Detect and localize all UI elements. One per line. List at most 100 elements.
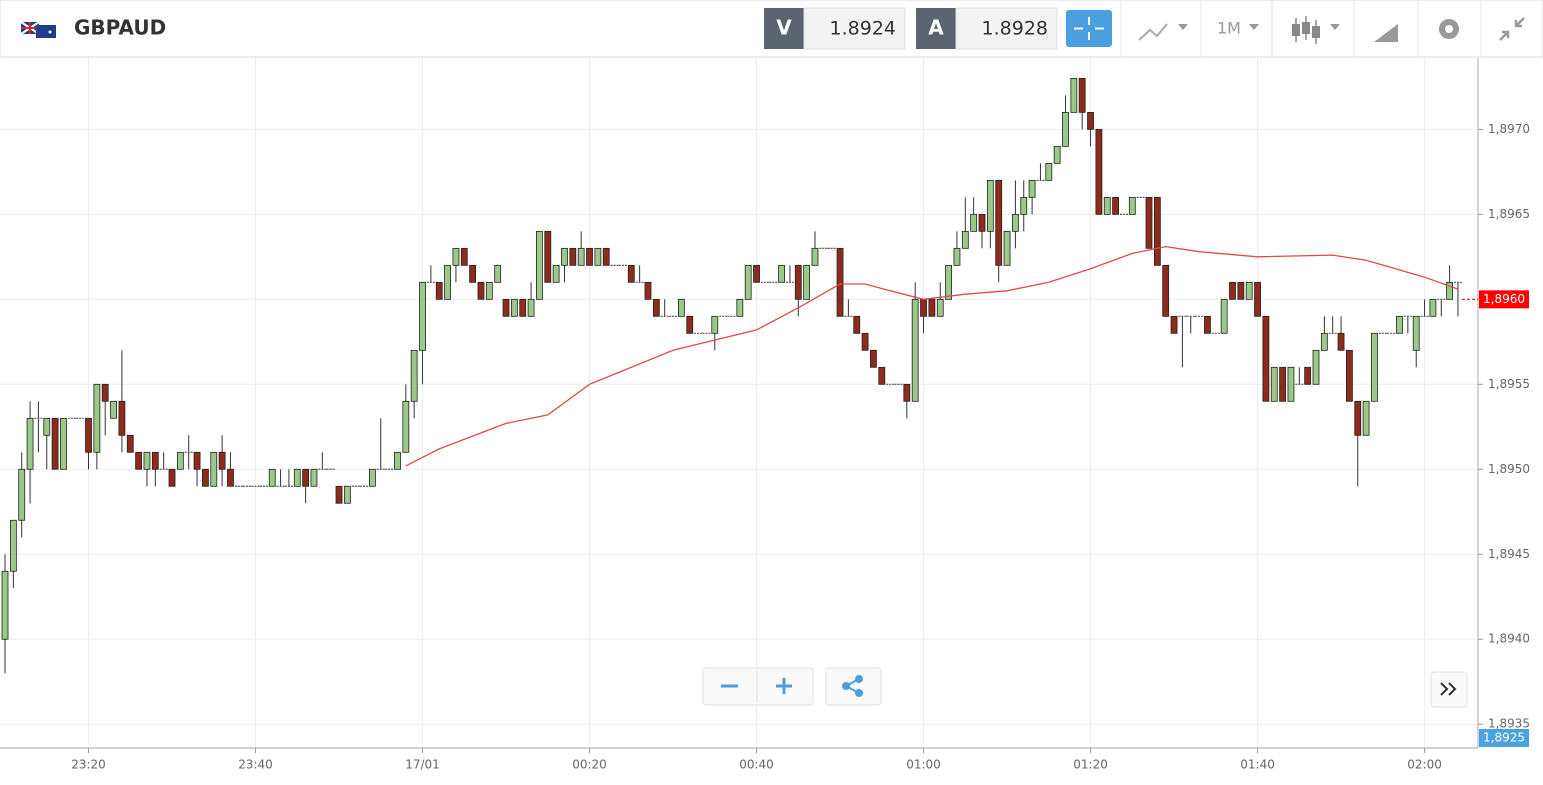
candle-body (1220, 298, 1228, 334)
candle-body (93, 383, 101, 453)
candle-body (1, 570, 9, 640)
candle-body (1304, 366, 1312, 385)
candle-body (1112, 196, 1119, 215)
candle-body (293, 468, 301, 487)
candle-body (202, 468, 209, 487)
y-tick-label: 1,8970 (1488, 122, 1530, 136)
candle-body (953, 247, 961, 266)
candle-body (460, 247, 468, 266)
candle-body (1262, 315, 1270, 402)
candle-body (1312, 349, 1320, 385)
sell-price: 1.8924 (830, 18, 896, 40)
candle-body (135, 451, 143, 470)
flag-au-star (48, 30, 52, 34)
x-tick-label: 23:20 (71, 758, 106, 772)
candle-body (1346, 349, 1353, 402)
candle-body (586, 247, 593, 266)
candle-body (995, 179, 1003, 266)
candle-body (1446, 281, 1454, 300)
candle-body (861, 332, 869, 351)
toolbar-divider (1120, 0, 1482, 57)
timeframe[interactable]: 1M (1217, 19, 1241, 38)
candles-icon (1302, 22, 1310, 34)
candle-body (1070, 77, 1078, 113)
candle-body (394, 451, 401, 470)
candle-body (510, 298, 518, 317)
candle-body (544, 230, 552, 283)
candle-body (1354, 400, 1362, 436)
candle-body (18, 468, 26, 521)
candle-body (878, 366, 886, 385)
candle-body (794, 264, 802, 300)
candle-body (126, 434, 134, 453)
candle-body (1237, 281, 1245, 300)
share-button[interactable] (825, 667, 882, 706)
candle-body (110, 400, 117, 419)
x-tick-label: 00:40 (739, 758, 774, 772)
candle-body (419, 281, 426, 351)
buy-label: A (928, 16, 944, 40)
candle-body (744, 264, 752, 300)
candle-body (1020, 196, 1028, 215)
sell-price-box[interactable] (803, 7, 906, 50)
candle-body (302, 468, 310, 487)
candle-body (1362, 400, 1370, 436)
buy-price-box[interactable] (955, 7, 1058, 50)
candle-body (577, 247, 585, 266)
candle-body (961, 230, 969, 249)
candle-body (1153, 196, 1161, 266)
candle-body (502, 298, 510, 317)
candle-body (853, 315, 861, 334)
candle-body (1103, 196, 1111, 215)
x-tick-label: 02:00 (1407, 758, 1442, 772)
candle-body (677, 298, 685, 317)
chart-type-icon[interactable] (1138, 23, 1168, 41)
candle-body (1095, 128, 1103, 215)
buy-price: 1.8928 (982, 18, 1048, 40)
candle-body (920, 298, 927, 317)
candle-body (444, 264, 451, 300)
sell-button[interactable] (764, 8, 804, 49)
candle-body (410, 349, 418, 402)
x-tick-label: 01:00 (906, 758, 941, 772)
candle-body (1254, 281, 1261, 317)
candle-body (402, 400, 410, 453)
crosshair-icon (1074, 17, 1104, 40)
candle-body (210, 451, 218, 487)
candle-body (652, 298, 660, 317)
candle-body (1003, 230, 1011, 266)
scroll-end-button[interactable] (1430, 671, 1468, 708)
candle-body (151, 451, 159, 470)
candle-body (1062, 111, 1069, 147)
zoom-in[interactable] (776, 678, 792, 694)
candle-body (51, 417, 59, 470)
candle-body (1011, 213, 1019, 232)
collapse-icon[interactable] (1499, 17, 1525, 41)
candle-body (711, 315, 719, 334)
candle-body (1287, 366, 1295, 402)
candle-body (268, 468, 276, 487)
candle-body (310, 468, 318, 487)
candle-body (569, 247, 577, 266)
candle-body (936, 298, 944, 317)
zoom-box (702, 667, 814, 706)
candle-body (335, 485, 343, 504)
candles-icon (1312, 26, 1320, 38)
candle-body (1396, 315, 1403, 334)
y-tick-label: 1,8955 (1488, 377, 1530, 391)
candle-body (9, 519, 17, 572)
candle-body (1045, 162, 1053, 181)
candle-body (1162, 264, 1170, 317)
candle-body (1128, 196, 1136, 215)
candle-body (1087, 111, 1094, 130)
buy-button[interactable] (916, 8, 956, 49)
candle-body (60, 417, 67, 470)
y-tick-label: 1,8940 (1488, 632, 1530, 646)
crosshair-button[interactable] (1066, 10, 1112, 47)
draw-icon[interactable] (1374, 24, 1398, 42)
candle-body (1429, 298, 1437, 317)
candle-body (469, 264, 477, 283)
y-tick-label: 1,8945 (1488, 547, 1530, 561)
candle-body (193, 451, 201, 470)
